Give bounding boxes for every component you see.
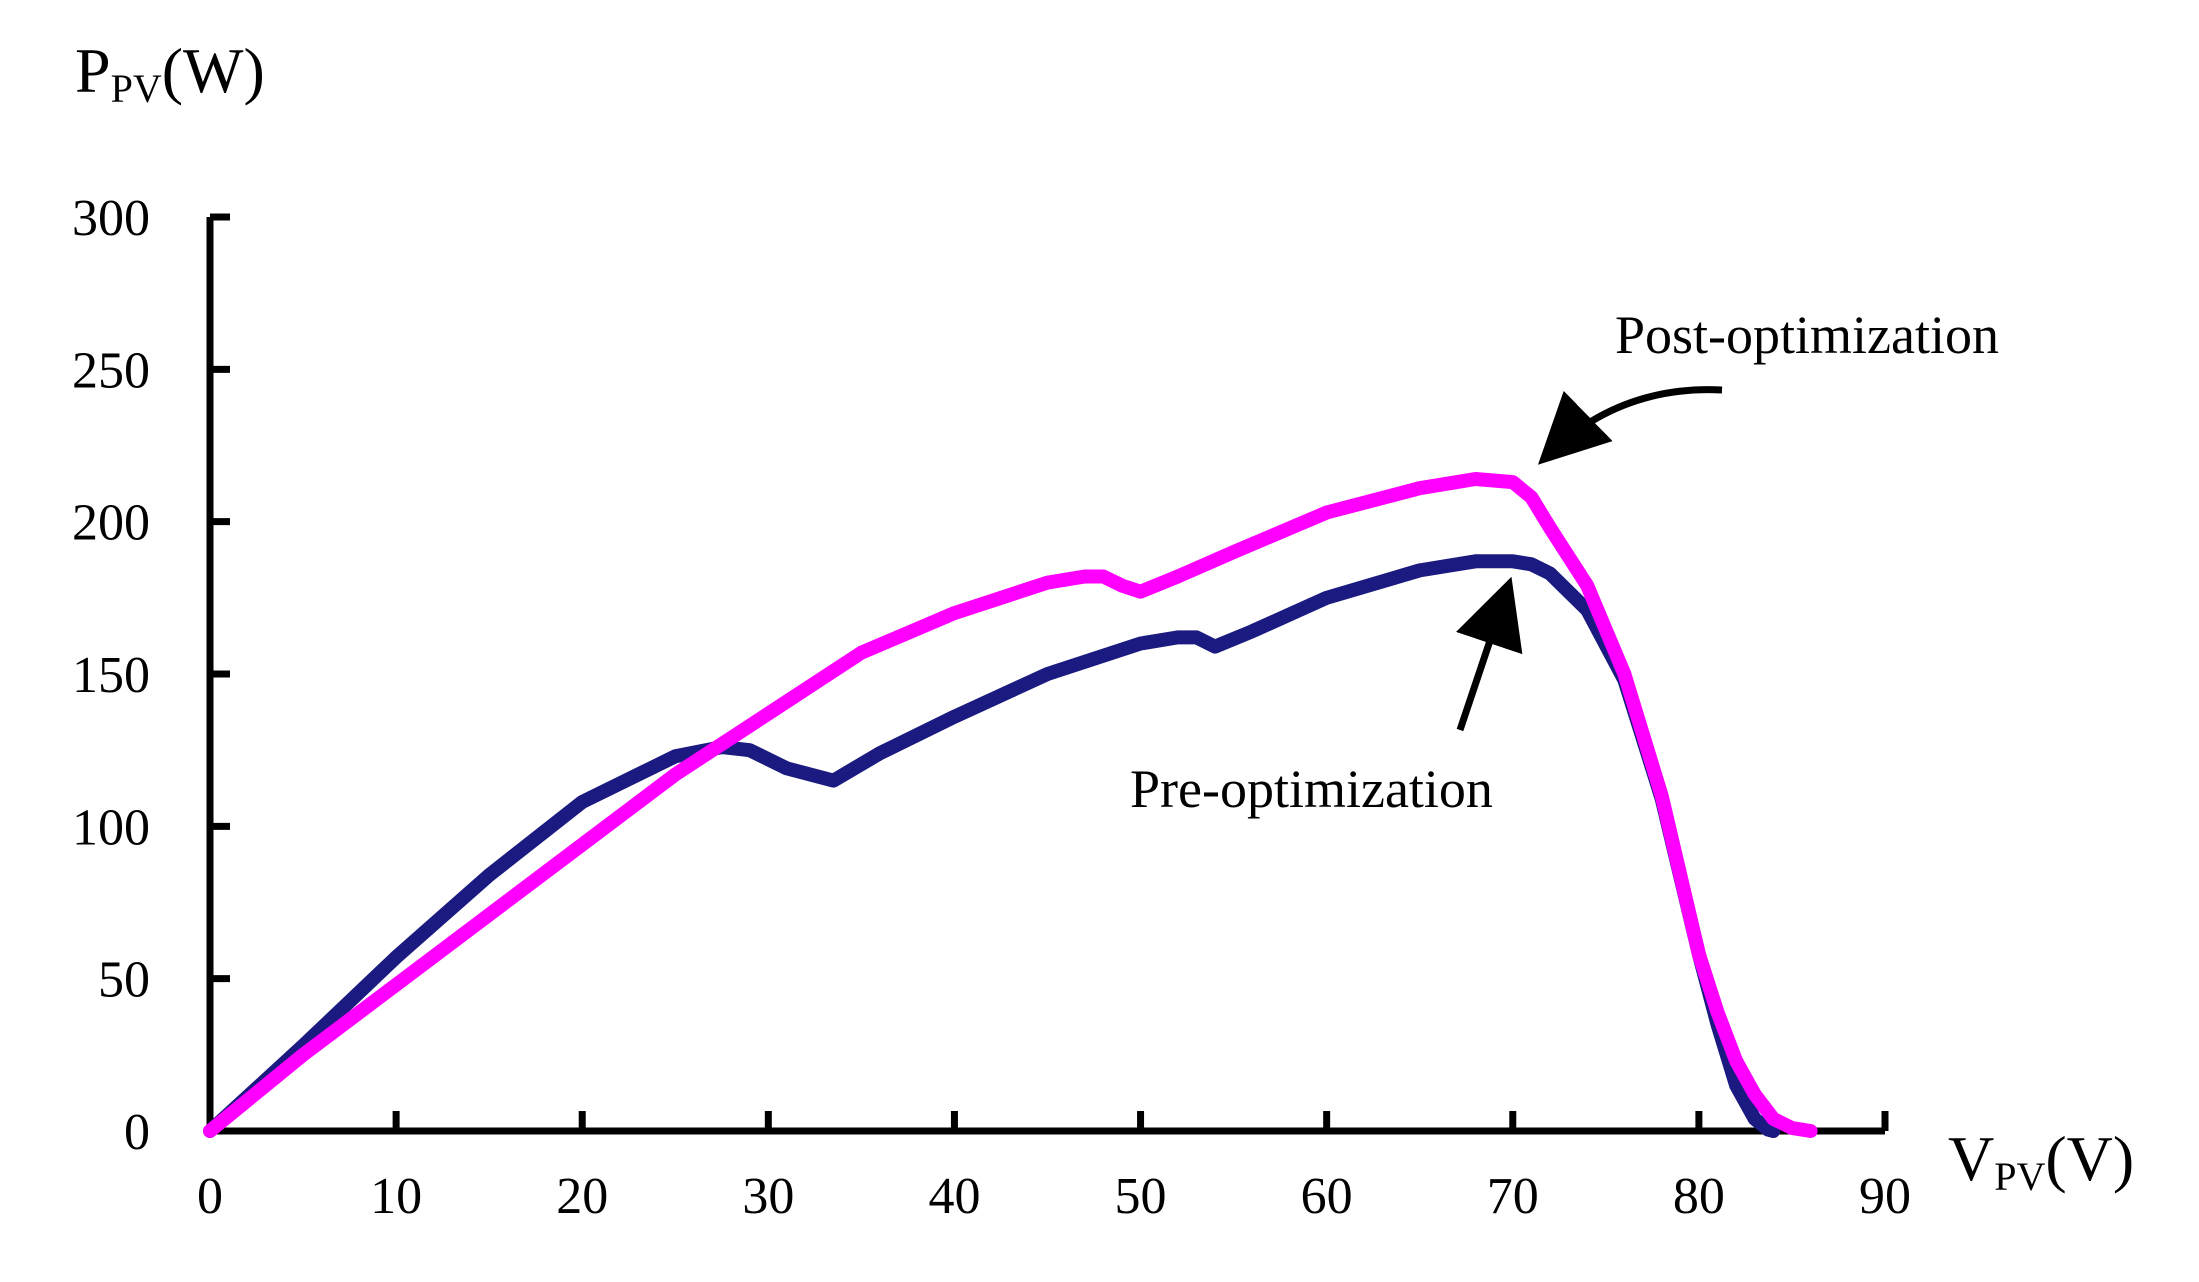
x-tick-label: 40	[928, 1168, 980, 1225]
y-axis-title-sub: PV	[111, 66, 162, 111]
x-tick-label: 70	[1487, 1168, 1539, 1225]
x-tick-label: 20	[556, 1168, 608, 1225]
y-tick-label: 150	[72, 647, 150, 704]
y-axis-title-main: P	[75, 35, 111, 106]
annotation-pre-optimization: Pre-optimization	[1130, 759, 1493, 819]
x-axis-title-unit: (V)	[2045, 1123, 2134, 1194]
x-tick-label: 80	[1673, 1168, 1725, 1225]
y-tick-label: 300	[72, 190, 150, 247]
x-tick-label: 90	[1859, 1168, 1911, 1225]
x-axis-title-sub: PV	[1994, 1154, 2045, 1199]
y-tick-label: 250	[72, 342, 150, 399]
x-tick-label: 0	[197, 1168, 223, 1225]
x-axis-title: VPV(V)	[1948, 1123, 2134, 1199]
y-tick-label: 200	[72, 495, 150, 552]
x-tick-label: 50	[1115, 1168, 1167, 1225]
y-tick-label: 0	[124, 1104, 150, 1161]
x-tick-label: 10	[370, 1168, 422, 1225]
series-line-pre-optimization	[203, 554, 1781, 1138]
x-axis-title-main: V	[1948, 1123, 1994, 1194]
x-tick-label: 30	[742, 1168, 794, 1225]
series-lines	[203, 472, 1818, 1138]
y-axis-title: PPV(W)	[75, 35, 265, 111]
annotation-post-optimization: Post-optimization	[1615, 305, 1999, 365]
axes: 0 10 20 30 40 50 60 70 80 90 0 50 100 150 200 250 300	[72, 190, 1911, 1225]
y-tick-label: 100	[72, 799, 150, 856]
series-line-post-optimization	[203, 472, 1818, 1138]
pre-optimization-arrow	[1455, 576, 1523, 732]
y-axis-title-unit: (W)	[162, 35, 265, 106]
post-optimization-arrow	[1537, 386, 1723, 465]
x-tick-label: 60	[1301, 1168, 1353, 1225]
y-tick-label: 50	[98, 952, 150, 1009]
